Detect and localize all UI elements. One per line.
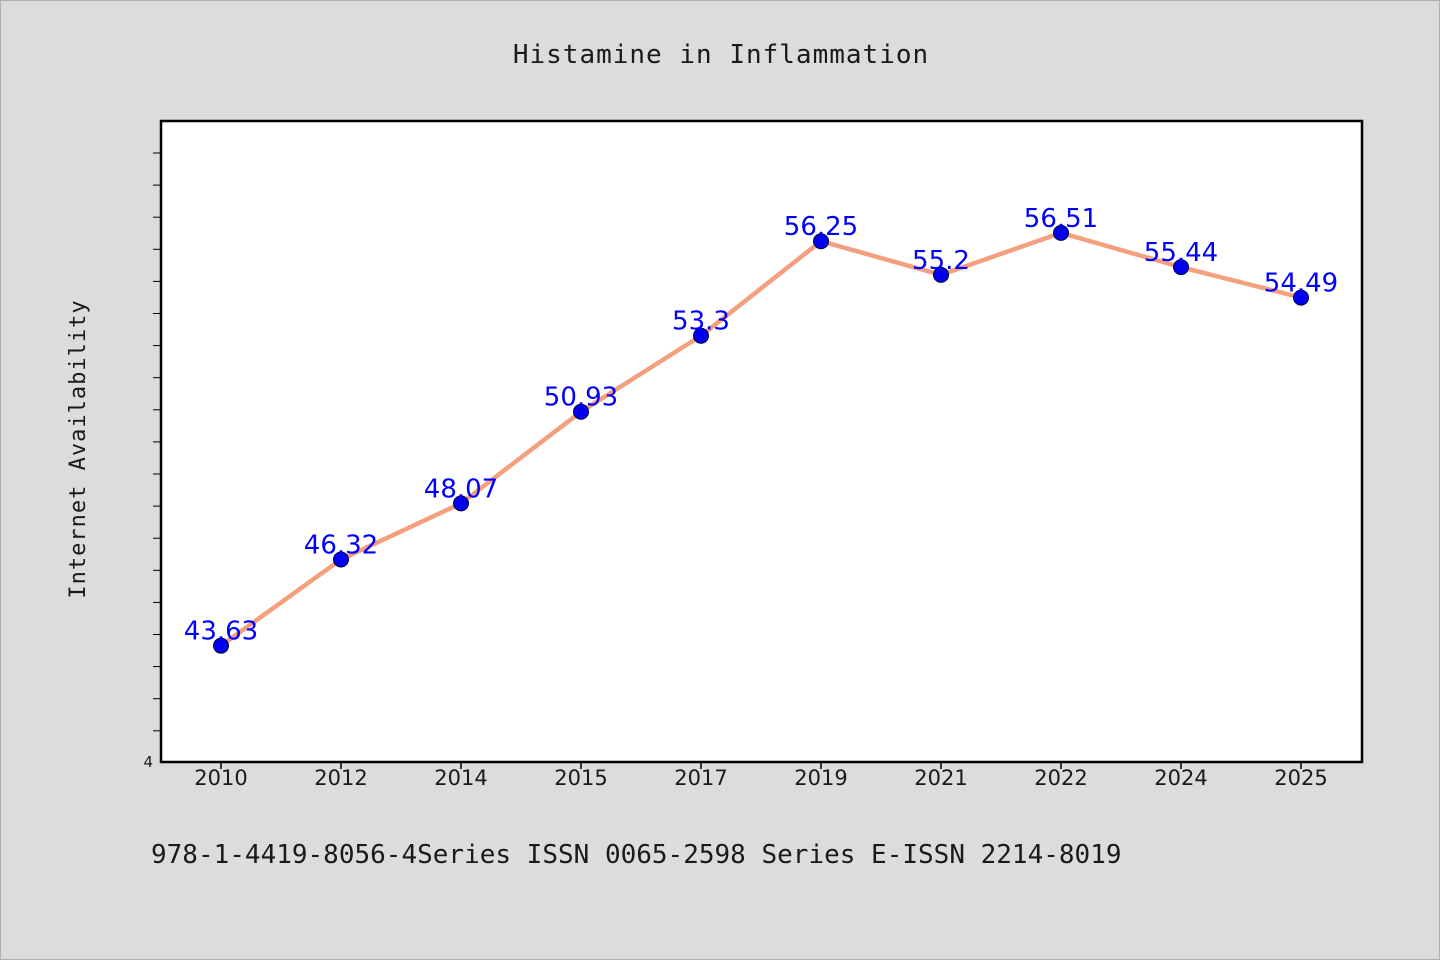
data-point (1053, 224, 1069, 241)
x-tick-label: 2015 (554, 766, 607, 790)
x-tick-label: 2021 (914, 766, 967, 790)
data-label: 56.51 (1024, 204, 1098, 234)
data-label: 48.07 (424, 474, 498, 504)
y-tick-label: 4 (143, 753, 153, 771)
y-axis-label: Internet Availability (66, 299, 91, 598)
chart-title: Histamine in Inflammation (513, 40, 929, 70)
data-point (933, 266, 949, 283)
data-label: 53.3 (672, 307, 730, 337)
plot-area (159, 119, 1364, 764)
series-line (218, 230, 1304, 648)
data-label: 55.2 (912, 246, 970, 276)
x-tick-label: 2022 (1034, 766, 1087, 790)
x-tick-label: 2024 (1154, 766, 1207, 790)
x-tick-label: 2014 (434, 766, 487, 790)
data-point (1293, 289, 1309, 306)
y-axis-ticks (153, 152, 161, 732)
data-point (693, 327, 709, 344)
data-label: 46.32 (304, 530, 378, 560)
data-label: 56.25 (784, 212, 858, 242)
x-tick-label: 2010 (194, 766, 247, 790)
data-point (213, 637, 229, 654)
x-tick-label: 2012 (314, 766, 367, 790)
data-label: 50.93 (544, 383, 618, 413)
data-point (333, 551, 349, 568)
x-tick-label: 2017 (674, 766, 727, 790)
data-point (453, 495, 469, 512)
x-tick-label: 2019 (794, 766, 847, 790)
series-layer: 43.63 46.32 48.07 50.93 53.3 56.25 55.2 56.51 55… (184, 204, 1338, 654)
data-point (813, 233, 829, 250)
data-point (1173, 259, 1189, 276)
data-label: 43.63 (184, 617, 258, 647)
x-tick-label: 2025 (1274, 766, 1327, 790)
x-axis-ticks: 2010 2012 2014 2015 2017 2019 2021 2022 2024 2025 (194, 762, 1328, 790)
data-point (573, 403, 589, 420)
data-label: 55.44 (1144, 238, 1218, 268)
footer-isbn-text: 978-1-4419-8056-4Series ISSN 0065-2598 S… (151, 840, 1122, 870)
data-label: 54.49 (1264, 269, 1338, 299)
